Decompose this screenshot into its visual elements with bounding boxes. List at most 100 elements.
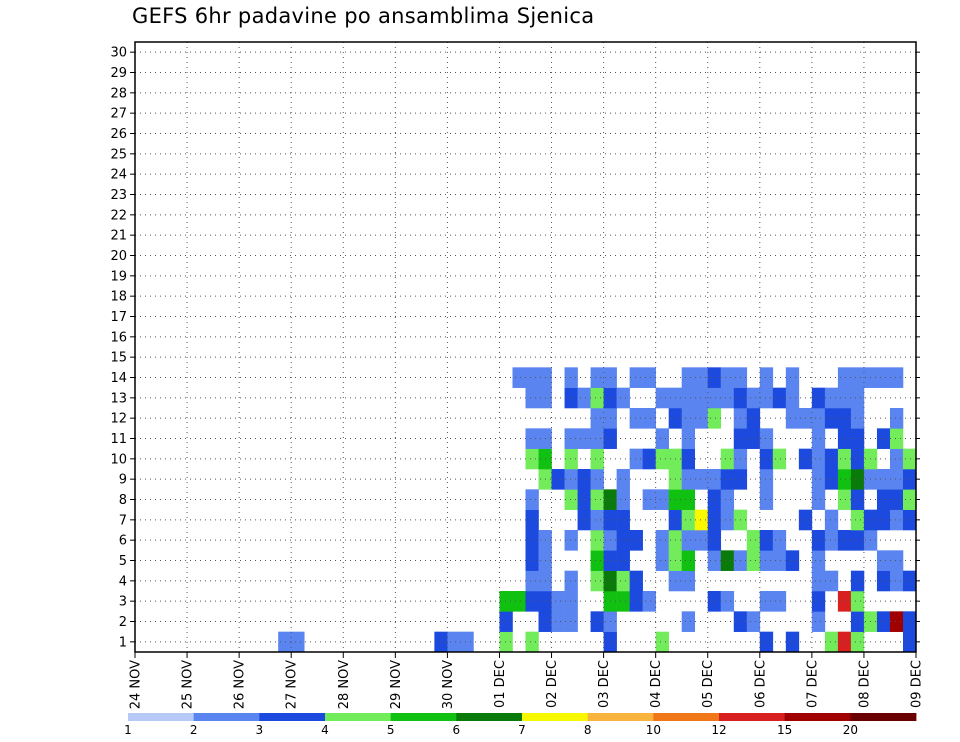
heatmap-cell xyxy=(499,631,513,653)
x-tick-label: 08 DEC xyxy=(857,660,872,708)
heatmap-cell xyxy=(759,428,774,449)
heatmap-cell xyxy=(278,631,292,653)
heatmap-cell xyxy=(746,530,761,551)
heatmap-cell xyxy=(772,550,787,571)
y-tick-label: 23 xyxy=(110,188,127,203)
y-tick-label: 10 xyxy=(110,452,127,467)
heatmap-cell xyxy=(889,367,904,388)
heatmap-cell xyxy=(837,387,852,409)
y-tick-label: 17 xyxy=(110,310,127,325)
colorbar-swatch xyxy=(850,713,917,721)
colorbar-label: 4 xyxy=(321,723,329,737)
colorbar-label: 2 xyxy=(190,723,198,737)
heatmap-cell xyxy=(577,509,591,531)
y-tick-label: 26 xyxy=(110,127,127,142)
heatmap-cell xyxy=(642,408,656,429)
x-tick-label: 25 NOV xyxy=(181,660,196,709)
heatmap-cell xyxy=(577,387,591,409)
heatmap-cell xyxy=(837,428,852,449)
heatmap-cell xyxy=(720,387,735,409)
heatmap-cell xyxy=(824,509,839,531)
heatmap-cell xyxy=(564,387,578,409)
heatmap-cell xyxy=(720,509,735,531)
colorbar-swatch xyxy=(653,713,720,721)
heatmap-cell xyxy=(720,489,735,510)
x-tick-label: 30 NOV xyxy=(441,660,456,709)
heatmap-cell xyxy=(655,428,669,449)
heatmap-cell xyxy=(889,611,904,632)
heatmap-cell xyxy=(850,530,865,551)
heatmap-cell xyxy=(616,591,630,612)
y-axis: 1234567891011121314151617181920212223242… xyxy=(110,46,920,650)
heatmap-cell xyxy=(499,611,513,632)
heatmap-cell xyxy=(655,631,669,653)
heatmap-cell xyxy=(616,550,630,571)
heatmap-cell xyxy=(590,611,604,632)
heatmap-cell xyxy=(811,591,826,612)
heatmap-cell xyxy=(811,489,826,510)
heatmap-cell xyxy=(525,367,539,388)
heatmap-cell xyxy=(772,591,787,612)
heatmap-cell xyxy=(889,408,904,429)
heatmap-cell xyxy=(642,489,656,510)
chart-title: GEFS 6hr padavine po ansamblima Sjenica xyxy=(132,4,595,28)
colorbar-label: 10 xyxy=(646,723,661,737)
heatmap-cell xyxy=(525,530,539,551)
heatmap-cell xyxy=(616,489,630,510)
heatmap-cell xyxy=(525,631,539,653)
colorbar-swatch xyxy=(193,713,260,721)
heatmap-cell xyxy=(629,408,643,429)
x-tick-label: 07 DEC xyxy=(805,660,820,708)
heatmap-cell xyxy=(759,631,774,653)
x-tick-label: 02 DEC xyxy=(545,660,560,708)
heatmap-cell xyxy=(681,367,696,388)
heatmap-cell xyxy=(876,469,891,490)
heatmap-cell xyxy=(499,591,513,612)
heatmap-cell xyxy=(707,530,722,551)
heatmap-cell xyxy=(889,489,904,510)
y-tick-label: 14 xyxy=(110,371,127,386)
colorbar-swatch xyxy=(259,713,326,721)
heatmap-cell xyxy=(746,387,761,409)
heatmap-cell xyxy=(889,448,904,470)
heatmap-cell xyxy=(681,489,696,510)
heatmap-cell xyxy=(642,448,656,470)
heatmap-cell xyxy=(889,509,904,531)
y-tick-label: 16 xyxy=(110,330,127,345)
colorbar-label: 3 xyxy=(256,723,264,737)
heatmap-cell xyxy=(811,469,826,490)
heatmap-cell xyxy=(785,408,800,429)
heatmap-cell xyxy=(720,367,735,388)
y-tick-label: 13 xyxy=(110,391,127,406)
heatmap-cell xyxy=(746,428,761,449)
heatmap-cell xyxy=(850,448,865,470)
y-tick-label: 8 xyxy=(119,493,127,508)
heatmap-cell xyxy=(616,530,630,551)
heatmap-cell xyxy=(642,591,656,612)
heatmap-cell xyxy=(551,591,565,612)
heatmap-cell xyxy=(694,509,709,531)
heatmap-cell xyxy=(837,408,852,429)
heatmap-cell xyxy=(759,530,774,551)
heatmap-cell xyxy=(551,611,565,632)
heatmap-cell xyxy=(902,489,917,510)
heatmap-cell xyxy=(694,408,709,429)
heatmap-cell xyxy=(564,448,578,470)
y-tick-label: 6 xyxy=(119,534,127,549)
y-tick-label: 2 xyxy=(119,615,127,630)
heatmap-cell xyxy=(811,570,826,592)
heatmap-cell xyxy=(577,489,591,510)
y-tick-label: 28 xyxy=(110,86,127,101)
heatmap-cell xyxy=(759,448,774,470)
heatmap-cell xyxy=(850,428,865,449)
plot-border xyxy=(134,41,917,653)
heatmap-cell xyxy=(772,387,787,409)
heatmap-cell xyxy=(681,611,696,632)
heatmap-cell xyxy=(837,367,852,388)
heatmap-cell xyxy=(681,387,696,409)
heatmap-cell xyxy=(902,611,917,632)
heatmap-cell xyxy=(746,550,761,571)
heatmap-cell xyxy=(876,367,891,388)
heatmap-cell xyxy=(811,408,826,429)
colorbar-swatch xyxy=(522,713,589,721)
